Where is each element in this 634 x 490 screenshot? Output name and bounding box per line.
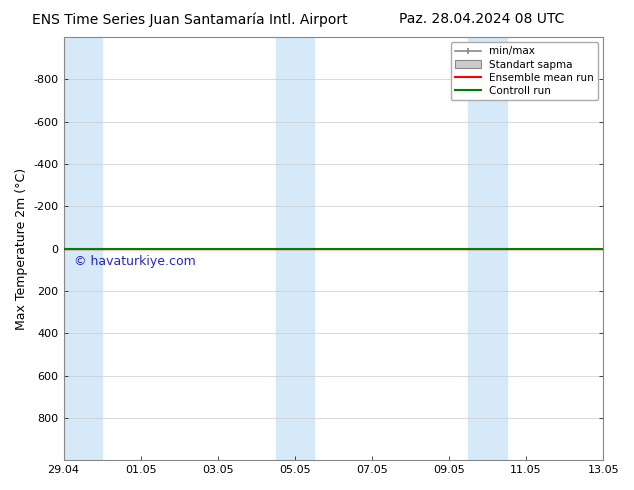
Bar (63, 37, 102, 460)
Bar (469, 37, 488, 460)
Text: Paz. 28.04.2024 08 UTC: Paz. 28.04.2024 08 UTC (399, 12, 564, 26)
Text: ENS Time Series Juan Santamaría Intl. Airport: ENS Time Series Juan Santamaría Intl. Ai… (32, 12, 348, 27)
Text: © havaturkiye.com: © havaturkiye.com (74, 255, 196, 268)
Bar (276, 37, 295, 460)
Bar (488, 37, 507, 460)
Y-axis label: Max Temperature 2m (°C): Max Temperature 2m (°C) (15, 168, 28, 330)
Bar (295, 37, 314, 460)
Legend: min/max, Standart sapma, Ensemble mean run, Controll run: min/max, Standart sapma, Ensemble mean r… (451, 42, 598, 100)
